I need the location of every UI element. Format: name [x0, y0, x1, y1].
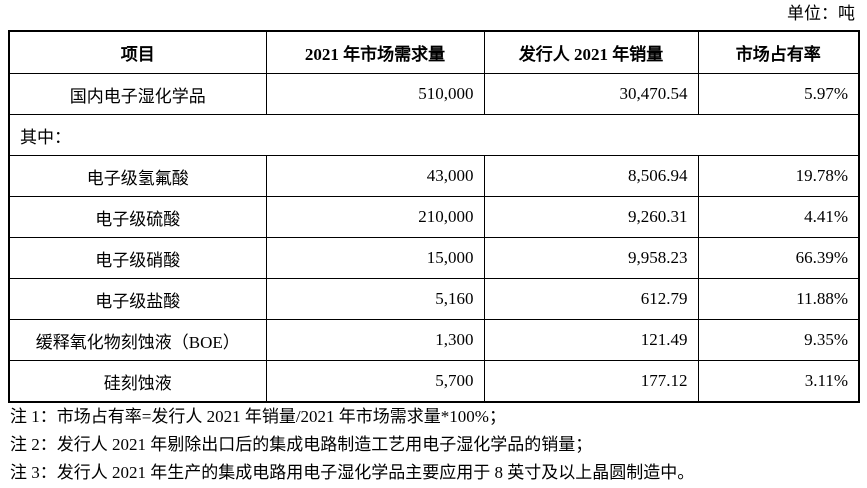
table-cell: 30,470.54	[483, 73, 699, 115]
table-cell: 电子级硫酸	[8, 196, 267, 238]
table-cell: 1,300	[265, 319, 485, 361]
table-cell: 510,000	[265, 73, 485, 115]
table-cell: 15,000	[265, 237, 485, 279]
table-cell: 3.11%	[697, 360, 860, 403]
table-row: 电子级氢氟酸 43,000 8,506.94 19.78%	[8, 155, 860, 197]
header-row: 项目 2021 年市场需求量 发行人 2021 年销量 市场占有率	[8, 30, 860, 74]
header-cell: 市场占有率	[697, 30, 860, 74]
table-row: 缓释氧化物刻蚀液（BOE） 1,300 121.49 9.35%	[8, 319, 860, 361]
header-cell: 2021 年市场需求量	[265, 30, 485, 74]
table-row: 电子级硫酸 210,000 9,260.31 4.41%	[8, 196, 860, 238]
table-row: 硅刻蚀液 5,700 177.12 3.11%	[8, 360, 860, 403]
data-table: 项目 2021 年市场需求量 发行人 2021 年销量 市场占有率 国内电子湿化学品 5…	[8, 30, 860, 403]
table-cell: 9.35%	[697, 319, 860, 361]
table-cell: 5.97%	[697, 73, 860, 115]
note: 注 3：发行人 2021 年生产的集成电路用电子湿化学品主要应用于 8 英寸及以…	[10, 463, 695, 482]
table-cell: 210,000	[265, 196, 485, 238]
table-cell: 612.79	[483, 278, 699, 320]
table-cell: 9,260.31	[483, 196, 699, 238]
table-cell: 8,506.94	[483, 155, 699, 197]
table-cell: 5,160	[265, 278, 485, 320]
table-row: 电子级硝酸 15,000 9,958.23 66.39%	[8, 237, 860, 279]
unit-label: 单位：吨	[787, 4, 855, 23]
table-cell: 硅刻蚀液	[8, 360, 267, 403]
table-row: 国内电子湿化学品 510,000 30,470.54 5.97%	[8, 73, 860, 115]
table-cell: 19.78%	[697, 155, 860, 197]
table-cell: 国内电子湿化学品	[8, 73, 267, 115]
table-cell: 43,000	[265, 155, 485, 197]
table-cell: 4.41%	[697, 196, 860, 238]
table-cell: 5,700	[265, 360, 485, 403]
table-cell: 177.12	[483, 360, 699, 403]
table-cell: 缓释氧化物刻蚀液（BOE）	[8, 319, 267, 361]
header-cell: 发行人 2021 年销量	[483, 30, 699, 74]
table-row: 电子级盐酸 5,160 612.79 11.88%	[8, 278, 860, 320]
header-cell: 项目	[8, 30, 267, 74]
table-cell: 11.88%	[697, 278, 860, 320]
table-body: 国内电子湿化学品 510,000 30,470.54 5.97% 其中： 电子级氢氟酸 43…	[8, 73, 860, 403]
table-cell: 电子级盐酸	[8, 278, 267, 320]
table-cell: 电子级硝酸	[8, 237, 267, 279]
note: 注 1：市场占有率=发行人 2021 年销量/2021 年市场需求量*100%；	[10, 407, 506, 426]
table-cell: 电子级氢氟酸	[8, 155, 267, 197]
table-cell: 其中：	[8, 114, 860, 156]
table-cell: 66.39%	[697, 237, 860, 279]
table-cell: 9,958.23	[483, 237, 699, 279]
note: 注 2：发行人 2021 年剔除出口后的集成电路制造工艺用电子湿化学品的销量；	[10, 435, 593, 454]
notes: 注 1：市场占有率=发行人 2021 年销量/2021 年市场需求量*100%；…	[10, 403, 694, 487]
table-row: 其中：	[8, 114, 860, 156]
table-cell: 121.49	[483, 319, 699, 361]
